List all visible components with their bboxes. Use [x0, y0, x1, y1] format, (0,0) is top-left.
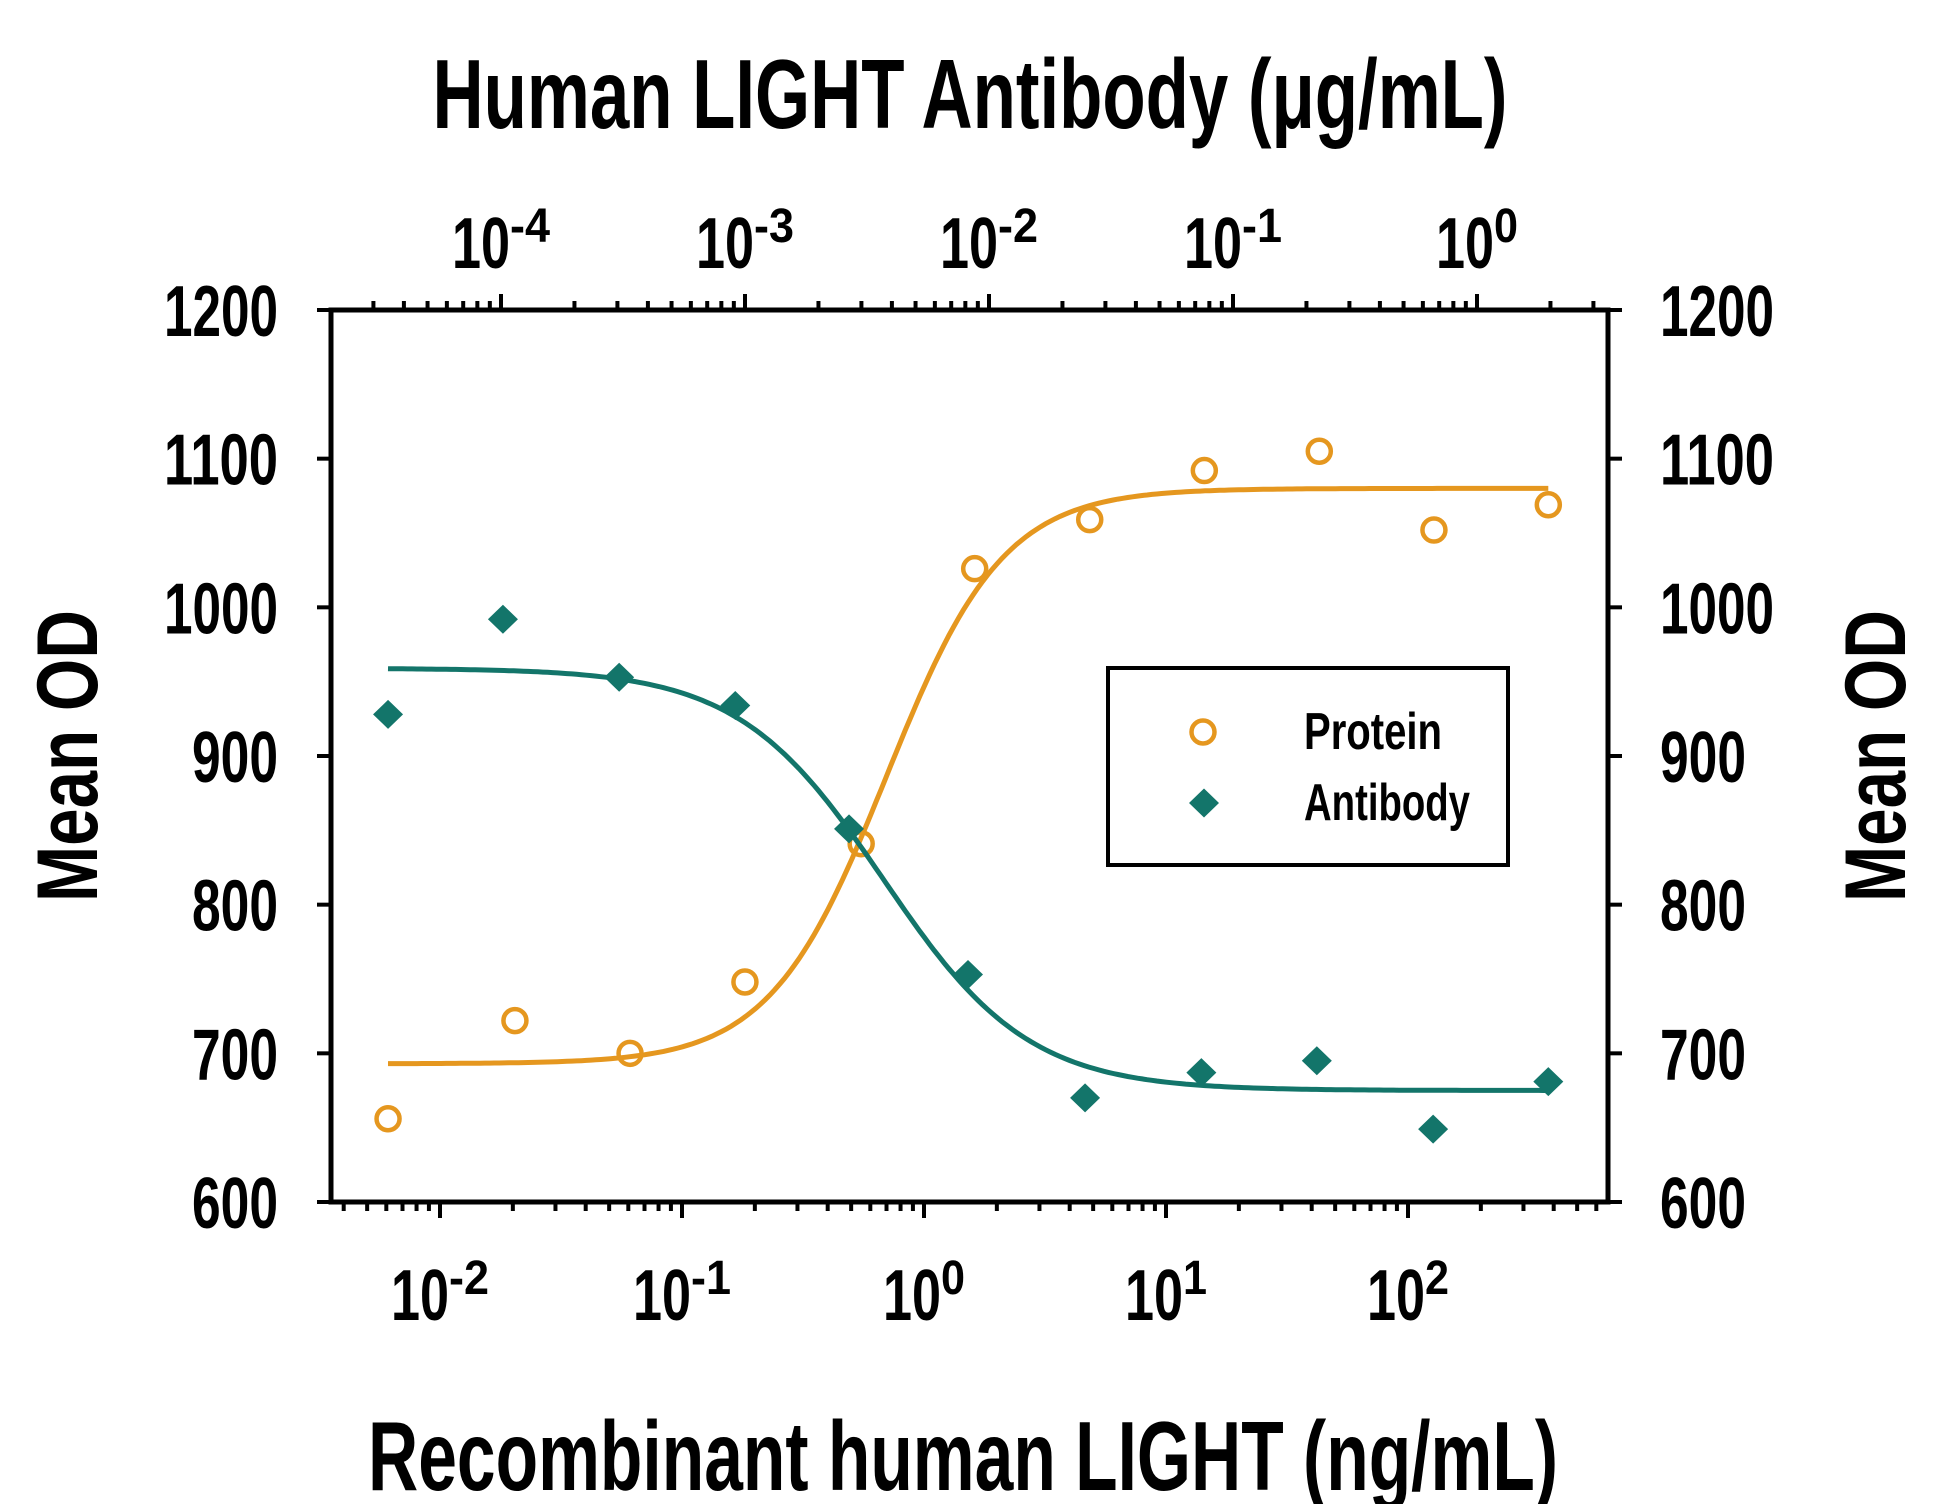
legend-label-antibody: Antibody — [1304, 774, 1470, 832]
antibody-data-point — [373, 699, 404, 729]
bottom-x-tick-label: 102 — [1367, 1252, 1449, 1336]
antibody-data-point — [487, 604, 518, 634]
antibody-legend-marker-icon — [1189, 788, 1219, 818]
bottom-x-tick-label: 10-2 — [391, 1252, 489, 1336]
legend-label-protein: Protein — [1304, 703, 1442, 761]
chart-plot-area: 600 600 700 700 800 800 900 900 1000 1000 1100 1100… — [164, 200, 1774, 1336]
antibody-data-point — [1070, 1083, 1101, 1113]
right-y-axis-title: Mean OD — [1828, 610, 1924, 902]
protein-data-point — [1305, 437, 1334, 465]
bottom-x-tick-label: 101 — [1125, 1252, 1207, 1336]
antibody-data-point — [604, 662, 635, 692]
left-y-tick-label: 700 — [192, 1015, 278, 1095]
protein-data-point — [847, 829, 875, 858]
protein-data-point — [501, 1006, 529, 1035]
legend-box — [1106, 666, 1510, 867]
protein-data-point — [1420, 516, 1448, 544]
antibody-data-point — [953, 960, 984, 990]
legend: Protein Antibody — [1106, 666, 1510, 867]
protein-data-point — [1190, 456, 1219, 485]
left-y-tick-label: 900 — [192, 718, 278, 798]
left-y-tick-label: 600 — [192, 1164, 278, 1244]
bottom-axis-title: Recombinant human LIGHT (ng/mL) — [368, 1401, 1558, 1504]
bottom-x-tick-label: 10-1 — [633, 1252, 731, 1336]
left-y-tick-label: 1000 — [164, 569, 278, 649]
antibody-data-point — [1418, 1114, 1449, 1144]
protein-fit-curve — [388, 485, 1549, 1067]
protein-data-point — [1534, 491, 1563, 519]
left-y-tick-label: 1200 — [164, 272, 278, 352]
right-y-tick-label: 900 — [1660, 718, 1746, 798]
protein-data-point — [1075, 505, 1104, 534]
right-y-tick-label: 600 — [1660, 1164, 1746, 1244]
antibody-data-point — [1301, 1046, 1332, 1076]
bottom-x-tick-label: 100 — [883, 1252, 965, 1336]
right-y-tick-label: 800 — [1660, 867, 1746, 947]
protein-data-point — [374, 1104, 402, 1133]
top-x-tick-label: 10-3 — [696, 200, 794, 284]
protein-legend-marker-icon — [1189, 718, 1217, 746]
right-y-tick-label: 700 — [1660, 1015, 1746, 1095]
left-y-axis-title: Mean OD — [20, 610, 116, 902]
antibody-data-point — [1533, 1067, 1564, 1097]
left-y-tick-label: 1100 — [164, 421, 278, 501]
protein-data-point — [616, 1039, 644, 1068]
right-y-tick-label: 1000 — [1660, 569, 1774, 649]
top-x-tick-label: 100 — [1436, 200, 1518, 284]
left-y-tick-label: 800 — [192, 867, 278, 947]
protein-data-point — [731, 968, 759, 996]
protein-data-point — [960, 554, 989, 583]
antibody-fit-curve — [387, 666, 1549, 1093]
right-y-tick-label: 1100 — [1660, 421, 1774, 501]
top-x-tick-label: 10-1 — [1184, 200, 1282, 284]
antibody-data-point — [834, 814, 865, 844]
antibody-data-point — [720, 690, 751, 720]
right-y-tick-label: 1200 — [1660, 272, 1774, 352]
top-x-tick-label: 10-4 — [452, 200, 550, 284]
top-x-tick-label: 10-2 — [940, 200, 1038, 284]
antibody-data-point — [1186, 1058, 1217, 1088]
top-axis-title: Human LIGHT Antibody (μg/mL) — [433, 39, 1508, 149]
